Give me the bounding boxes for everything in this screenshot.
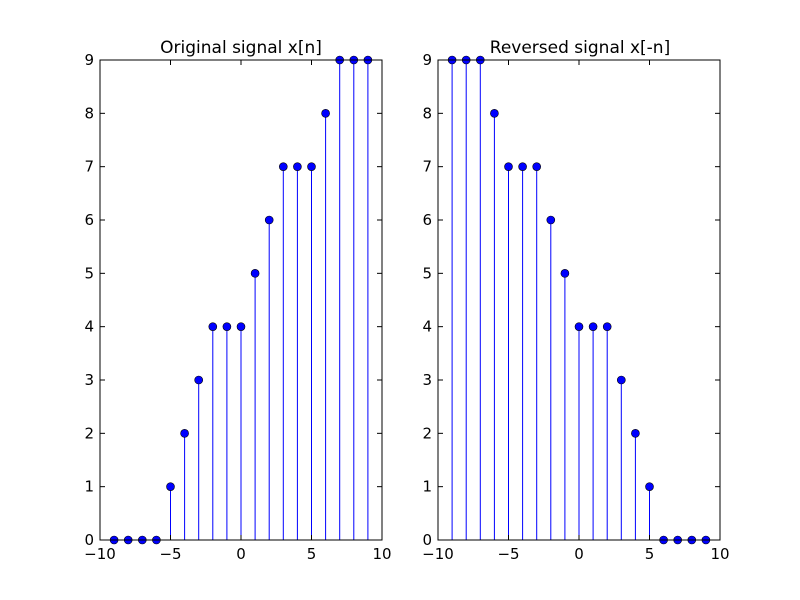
stem-marker	[208, 322, 218, 331]
y-tick-label: 3	[84, 371, 94, 389]
x-tick-label: 0	[574, 545, 584, 563]
y-tick-label: 6	[84, 211, 94, 229]
y-tick-label: 2	[84, 424, 94, 442]
y-tick-label: 0	[84, 531, 94, 549]
stem-marker	[222, 322, 232, 331]
y-tick-label: 9	[84, 51, 94, 69]
x-tick-label: 0	[236, 545, 246, 563]
y-tick-label: 6	[422, 211, 432, 229]
x-tick-label: −10	[422, 545, 454, 563]
stem-marker	[250, 269, 260, 278]
y-tick-label: 1	[422, 478, 432, 496]
stem-marker	[560, 269, 570, 278]
stem-marker	[588, 322, 598, 331]
y-tick-label: 1	[84, 478, 94, 496]
stem-marker	[645, 482, 654, 491]
y-tick-label: 8	[84, 104, 94, 122]
x-tick-label: 10	[372, 545, 391, 563]
y-tick-label: 7	[422, 158, 432, 176]
y-tick-label: 0	[422, 531, 432, 549]
x-tick-label: 10	[710, 545, 729, 563]
chart-title: Original signal x[n]	[160, 38, 322, 58]
y-tick-label: 2	[422, 424, 432, 442]
stem-marker	[574, 322, 584, 331]
stem-marker	[532, 162, 542, 171]
stem-marker	[546, 215, 556, 225]
stem-marker	[504, 162, 513, 171]
chart-original-signal: Original signal x[n] −10 −5 0 5 10 0 1 2 3 4 5 6 7 8 9	[84, 38, 391, 563]
stem-marker	[293, 162, 302, 171]
stem-marker	[236, 322, 246, 331]
y-tick-label: 3	[422, 371, 432, 389]
y-tick-label: 4	[422, 318, 432, 336]
stem-marker	[264, 215, 274, 225]
stem-marker	[278, 162, 288, 171]
x-tick-label: −5	[159, 545, 181, 563]
x-tick-label: −5	[497, 545, 519, 563]
y-tick-label: 5	[84, 264, 94, 282]
stem-marker	[166, 482, 175, 491]
stem-marker	[180, 429, 189, 438]
stem-marker	[194, 375, 203, 385]
stem-marker	[307, 162, 316, 171]
stem-marker	[518, 162, 527, 171]
stem-marker	[616, 375, 626, 385]
chart-reversed-signal: Reversed signal x[-n] −10 −5 0 5 10 0 1 2 3 4 5 6 7 8…	[422, 38, 729, 563]
y-tick-label: 5	[422, 264, 432, 282]
x-tick-label: 5	[307, 545, 317, 563]
stem-marker	[602, 322, 612, 331]
x-tick-label: 5	[645, 545, 655, 563]
stem-marker	[321, 109, 330, 118]
stem-marker	[490, 109, 499, 118]
chart-title: Reversed signal x[-n]	[490, 38, 670, 58]
y-tick-label: 9	[422, 51, 432, 69]
stem-marker	[631, 429, 640, 438]
y-tick-label: 7	[84, 158, 94, 176]
x-tick-label: −10	[84, 545, 116, 563]
y-tick-label: 8	[422, 104, 432, 122]
y-tick-label: 4	[84, 318, 94, 336]
